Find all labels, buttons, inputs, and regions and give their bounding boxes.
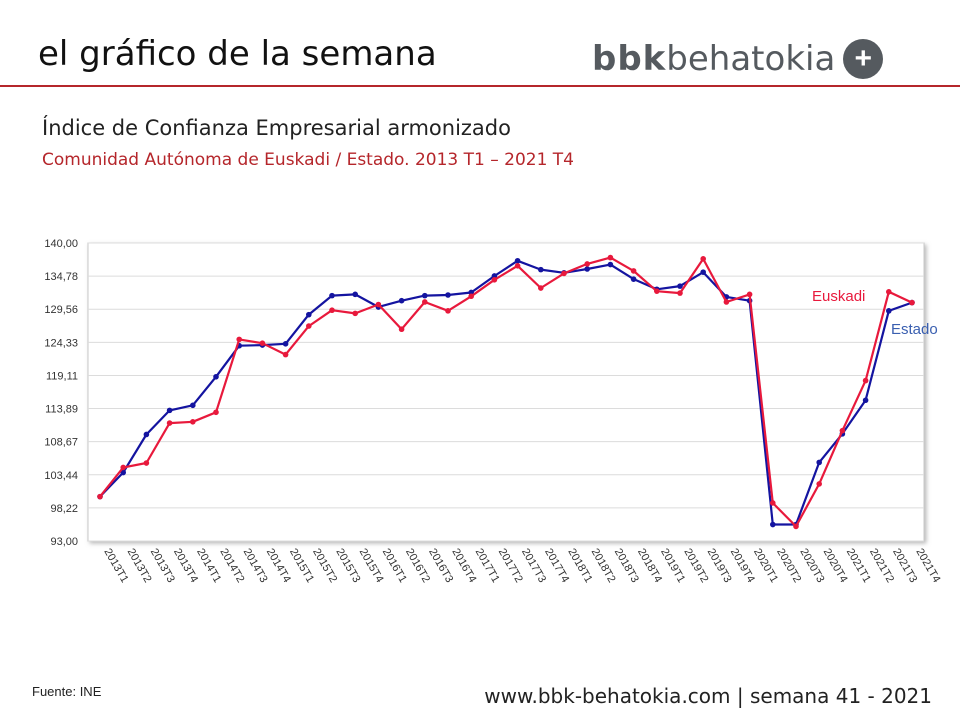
data-point-euskadi: [538, 285, 544, 291]
data-point-euskadi: [97, 493, 103, 500]
y-tick-label: 113,89: [45, 404, 78, 416]
data-point-euskadi: [213, 409, 219, 416]
data-point-euskadi: [259, 340, 266, 346]
estado-label: Estado: [891, 321, 938, 338]
data-point-euskadi: [306, 323, 312, 329]
y-tick-label: 134,78: [44, 271, 78, 283]
data-point-estado: [538, 266, 544, 273]
series-line-euskadi: [99, 256, 913, 528]
data-point-euskadi: [770, 500, 776, 506]
data-point-estado: [282, 341, 289, 347]
data-point-estado: [770, 521, 776, 528]
data-point-euskadi: [166, 420, 173, 426]
x-axis-ticks: 2013T12013T22013T32013T42014T12014T22014…: [101, 547, 942, 585]
data-point-euskadi: [282, 351, 289, 358]
data-point-estado: [143, 431, 150, 438]
chart-title: Índice de Confianza Empresarial armoniza…: [42, 116, 511, 140]
y-axis-ticks: 93,00 98,22 103,44 108,67 113,89 119,11 124,33…: [44, 238, 78, 548]
data-point-estado: [120, 469, 126, 476]
chart-subtitle: Comunidad Autónoma de Euskadi / Estado. …: [42, 150, 574, 170]
data-point-estado: [190, 402, 196, 409]
data-point-euskadi: [630, 268, 637, 274]
data-point-euskadi: [723, 299, 730, 305]
series-labels: Euskadi Estado: [812, 288, 938, 338]
data-point-euskadi: [793, 523, 799, 530]
data-point-estado: [398, 297, 405, 304]
data-point-euskadi: [700, 256, 706, 262]
data-point-euskadi: [329, 307, 335, 314]
header-divider: [0, 85, 960, 87]
data-point-euskadi: [468, 293, 475, 300]
data-point-euskadi: [584, 261, 590, 267]
data-point-euskadi: [909, 299, 915, 306]
data-point-euskadi: [190, 419, 196, 425]
data-point-euskadi: [143, 460, 150, 466]
page-title: el gráfico de la semana: [38, 34, 437, 74]
data-point-euskadi: [236, 336, 242, 343]
y-tick-label: 140,00: [44, 238, 78, 250]
data-point-euskadi: [398, 326, 405, 333]
y-tick-label: 98,22: [50, 503, 78, 515]
logo-light-text: behatokia: [666, 39, 836, 79]
data-point-euskadi: [607, 254, 614, 261]
data-point-euskadi: [677, 290, 683, 296]
data-point-euskadi: [886, 289, 892, 295]
footer-site[interactable]: www.bbk-behatokia.com | semana 41 - 2021: [484, 684, 932, 708]
y-tick-label: 119,11: [46, 370, 78, 382]
data-point-estado: [886, 308, 892, 314]
data-point-estado: [352, 291, 359, 298]
data-point-estado: [445, 292, 451, 298]
data-point-estado: [700, 269, 706, 275]
data-point-euskadi: [862, 377, 869, 384]
plot-area: [87, 242, 925, 542]
y-tick-label: 93,00: [50, 536, 78, 548]
data-point-euskadi: [375, 301, 382, 308]
data-point-estado: [514, 257, 521, 264]
y-tick-label: 124,33: [44, 337, 78, 349]
data-point-estado: [584, 266, 590, 272]
line-chart: 93,00 98,22 103,44 108,67 113,89 119,11 124,33…: [44, 238, 942, 585]
data-point-estado: [306, 311, 312, 318]
logo-bold-text: bbk: [592, 39, 667, 79]
data-point-euskadi: [445, 308, 451, 314]
source-note: Fuente: INE: [32, 684, 102, 699]
data-point-euskadi: [839, 427, 846, 434]
euskadi-label: Euskadi: [812, 288, 865, 305]
data-point-euskadi: [120, 464, 126, 471]
data-point-euskadi: [352, 310, 359, 317]
brand-logo[interactable]: bbk behatokia +: [592, 36, 884, 82]
y-tick-label: 129,56: [44, 304, 78, 316]
data-point-euskadi: [422, 299, 428, 305]
data-point-estado: [213, 373, 219, 380]
data-point-estado: [816, 459, 822, 466]
data-point-estado: [166, 407, 173, 414]
data-point-estado: [329, 292, 335, 299]
data-point-estado: [607, 261, 614, 268]
data-point-euskadi: [491, 276, 498, 283]
data-point-estado: [630, 276, 637, 282]
y-tick-label: 108,67: [44, 437, 78, 449]
data-point-euskadi: [746, 291, 753, 298]
data-point-euskadi: [654, 288, 660, 294]
series-group: [97, 254, 915, 530]
y-tick-label: 103,44: [44, 470, 78, 482]
data-point-euskadi: [816, 481, 822, 487]
data-point-euskadi: [514, 263, 521, 269]
data-point-estado: [862, 397, 869, 404]
plus-icon: +: [843, 39, 884, 79]
data-point-estado: [677, 283, 683, 289]
data-point-estado: [422, 292, 428, 299]
data-point-euskadi: [561, 270, 567, 277]
